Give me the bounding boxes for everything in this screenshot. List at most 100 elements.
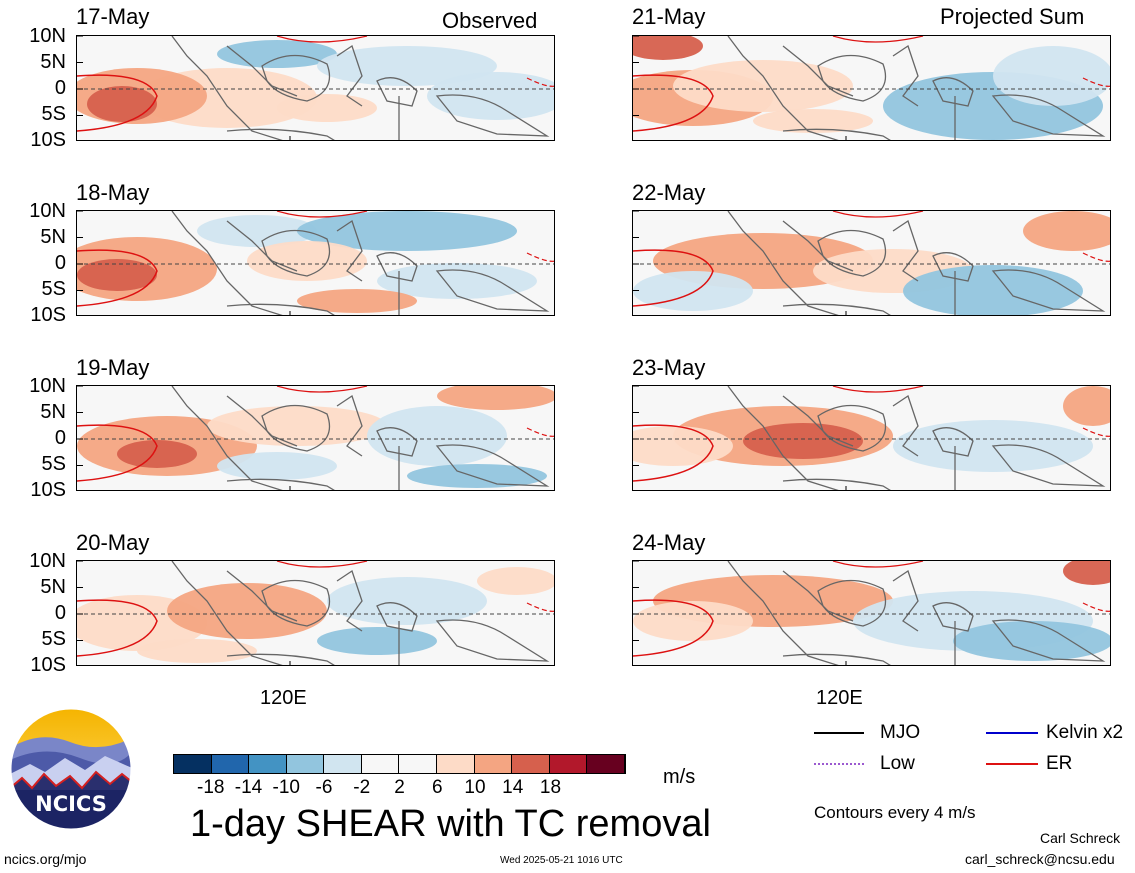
- er-contour: [832, 561, 924, 568]
- panel-date-22-may: 22-May: [632, 180, 706, 205]
- shear-anomaly-region: [377, 263, 537, 299]
- shear-map: [77, 561, 554, 665]
- colorbar-tick-label: -2: [353, 777, 371, 798]
- colorbar-bin: [437, 755, 475, 773]
- coastline: [376, 602, 418, 632]
- x-tick-120e-right: 120E: [816, 687, 863, 709]
- coastline: [171, 36, 283, 140]
- ncics-logo: NCICS: [10, 708, 132, 830]
- observed-header: Observed: [442, 8, 538, 33]
- panel-date-24-may: 24-May: [632, 530, 706, 555]
- er-contour: [77, 249, 158, 307]
- coastline: [261, 54, 331, 102]
- coastline: [932, 252, 974, 282]
- shear-map: [77, 211, 554, 315]
- shear-anomaly-region: [903, 265, 1083, 315]
- legend: MJO Kelvin x2 Low ER: [814, 720, 1134, 780]
- coastline: [226, 303, 335, 315]
- coastline: [226, 570, 298, 622]
- coastline: [226, 45, 298, 97]
- coastline: [435, 444, 550, 487]
- coastline: [817, 579, 887, 627]
- coastline: [727, 561, 839, 665]
- coastline: [817, 404, 887, 452]
- legend-er-label: ER: [1046, 753, 1073, 774]
- er-contour: [1082, 602, 1110, 612]
- map-panel-23-may: [632, 385, 1111, 491]
- coastline: [782, 570, 854, 622]
- coastline: [932, 427, 974, 457]
- legend-er-swatch: [986, 763, 1038, 765]
- colorbar-bin: [587, 755, 625, 773]
- colorbar: [173, 754, 626, 774]
- shear-anomaly-region: [953, 621, 1110, 661]
- er-contour: [1082, 252, 1110, 262]
- er-contour: [276, 211, 368, 218]
- coastline: [817, 229, 887, 277]
- shear-anomaly-region: [753, 109, 873, 133]
- shear-anomaly-region: [633, 36, 703, 60]
- y-tick-10s: 10S: [30, 479, 66, 501]
- y-tick-5n: 5N: [40, 401, 66, 423]
- colorbar-tick-label: 6: [431, 777, 443, 798]
- contour-note: Contours every 4 m/s: [814, 803, 976, 822]
- coastline: [261, 579, 331, 627]
- legend-kelvin-swatch: [986, 732, 1038, 734]
- coastline: [336, 394, 363, 457]
- y-tick-10s: 10S: [30, 304, 66, 326]
- coastline: [336, 44, 363, 107]
- er-contour: [526, 252, 554, 262]
- colorbar-bin: [211, 755, 250, 773]
- projected-sum-header: Projected Sum: [940, 4, 1085, 29]
- shear-map: [633, 36, 1110, 140]
- coastline: [782, 395, 854, 447]
- colorbar-tick-label: -6: [315, 777, 333, 798]
- er-contour: [832, 386, 924, 393]
- coastline: [435, 619, 550, 662]
- y-tick-10s: 10S: [30, 654, 66, 676]
- shear-anomaly-region: [743, 423, 863, 459]
- er-contour: [77, 599, 158, 657]
- shear-anomaly-region: [1023, 211, 1110, 251]
- y-tick-5s: 5S: [41, 628, 66, 650]
- coastline: [892, 44, 919, 107]
- y-tick-0: 0: [54, 252, 66, 274]
- colorbar-tick-label: 18: [539, 777, 562, 798]
- y-tick-10n: 10N: [29, 375, 66, 397]
- coastline: [782, 303, 891, 315]
- coastline: [171, 211, 283, 315]
- ncics-logo-icon: NCICS: [10, 708, 132, 830]
- y-tick-5s: 5S: [41, 103, 66, 125]
- er-contour: [77, 424, 158, 482]
- er-contour: [633, 424, 714, 482]
- map-panel-22-may: [632, 210, 1111, 316]
- coastline: [226, 395, 298, 447]
- shear-anomaly-region: [77, 259, 157, 291]
- coastline: [171, 386, 283, 490]
- y-tick-10n: 10N: [29, 25, 66, 47]
- y-tick-10s: 10S: [30, 129, 66, 151]
- shear-anomaly-region: [367, 406, 507, 466]
- footer-email[interactable]: carl_schreck@ncsu.edu: [965, 851, 1115, 867]
- shear-anomaly-region: [167, 583, 327, 639]
- shear-anomaly-region: [673, 60, 853, 112]
- er-contour: [1082, 427, 1110, 437]
- shear-anomaly-region: [1063, 561, 1110, 585]
- footer-url[interactable]: ncics.org/mjo: [4, 851, 87, 867]
- legend-low-label: Low: [880, 753, 915, 774]
- map-panel-20-may: [76, 560, 555, 666]
- panel-date-17-may: 17-May: [76, 4, 150, 29]
- coastline: [892, 219, 919, 282]
- er-contour: [526, 77, 554, 87]
- coastline: [817, 54, 887, 102]
- coastline: [336, 569, 363, 632]
- coastline: [226, 128, 335, 140]
- map-panel-24-may: [632, 560, 1111, 666]
- coastline: [336, 219, 363, 282]
- coastline: [782, 220, 854, 272]
- colorbar-tick-label: 10: [464, 777, 486, 798]
- y-tick-5n: 5N: [40, 576, 66, 598]
- legend-kelvin-label: Kelvin x2: [1046, 722, 1124, 743]
- panel-date-21-may: 21-May: [632, 4, 706, 29]
- shear-anomaly-region: [437, 386, 554, 410]
